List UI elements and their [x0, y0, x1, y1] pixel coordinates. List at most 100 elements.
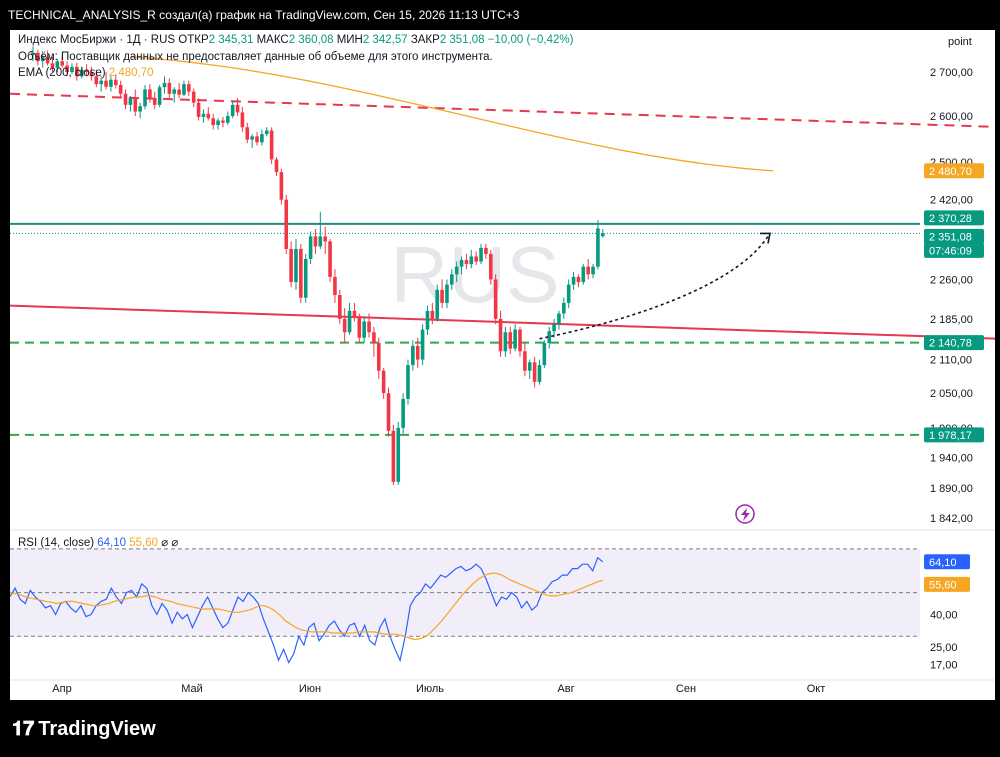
candle-body	[70, 66, 74, 72]
time-axis-label: Окт	[807, 683, 826, 695]
candle-body	[532, 362, 537, 382]
time-axis-label: Май	[181, 683, 203, 695]
price-badge	[924, 242, 984, 258]
rsi-badge-label: 64,10	[929, 557, 957, 569]
candle-body	[148, 89, 152, 99]
price-tick-label: 2 185,00	[930, 314, 973, 326]
rsi-label: RSI (14, close)	[18, 537, 95, 549]
candle-body	[547, 331, 552, 344]
candle-body	[372, 332, 376, 344]
candle-body	[65, 65, 69, 72]
time-axis-label: Июн	[299, 683, 321, 695]
candle-body	[245, 127, 250, 140]
price-badge	[924, 427, 984, 443]
candle-body	[342, 318, 347, 333]
candle-body	[240, 112, 245, 128]
candle-body	[274, 159, 279, 173]
footer: 𝟏𝟕 TradingView	[0, 700, 1000, 757]
candle-body	[542, 343, 547, 366]
candle-body	[537, 365, 542, 382]
candle-body	[303, 259, 308, 298]
candle-body	[104, 80, 108, 87]
candle-body	[440, 289, 444, 303]
rsi-badge	[924, 576, 970, 592]
candle-body	[591, 266, 595, 275]
candle-body	[318, 236, 323, 247]
candle-body	[513, 329, 517, 349]
header-bar: TECHNICAL_ANALYSIS_R создал(а) график на…	[0, 0, 1000, 30]
time-axis-label: Июль	[416, 683, 444, 695]
candle-body	[479, 247, 483, 262]
rsi-line	[10, 556, 604, 664]
candle-body	[376, 343, 381, 371]
price-tick-label: 2 700,00	[930, 67, 973, 79]
candle-body	[294, 248, 298, 283]
rsi-legend[interactable]: RSI (14, close) 64,10 55,60 ⌀ ⌀	[18, 535, 178, 549]
legend-low-value: 2 342,57	[362, 34, 408, 46]
price-tick-label: 1 940,00	[930, 453, 973, 465]
legend-open-label: ОТКР	[178, 34, 209, 46]
legend-high-value: 2 360,08	[288, 34, 334, 46]
price-tick-label: 2 420,00	[930, 195, 973, 207]
candle-body	[454, 266, 459, 275]
tradingview-logo[interactable]: 𝟏𝟕 TradingView	[12, 716, 156, 741]
candle-body	[264, 130, 269, 135]
candle-body	[230, 104, 235, 117]
candle-body	[328, 241, 332, 277]
candle-body	[347, 310, 352, 333]
candle-body	[177, 89, 181, 95]
candle-body	[562, 302, 566, 314]
candle-body	[367, 321, 371, 333]
candle-body	[527, 362, 532, 371]
price-badge	[924, 335, 984, 351]
candle-body	[255, 136, 259, 143]
candle-body	[576, 276, 581, 283]
candle-body	[357, 316, 362, 338]
tradingview-logo-icon: 𝟏𝟕	[12, 716, 35, 740]
candle-body	[162, 82, 167, 88]
candle-body	[89, 72, 94, 77]
candle-body	[493, 279, 498, 319]
candle-body	[284, 199, 289, 249]
lightning-bolt-icon	[741, 508, 750, 521]
candle-body	[338, 295, 342, 319]
candle-body	[172, 89, 177, 94]
candle-body	[221, 120, 225, 123]
candle-body	[464, 260, 469, 265]
candle-body	[586, 266, 590, 275]
candle-body	[196, 102, 201, 117]
candle-body	[396, 427, 401, 482]
candle-body	[333, 276, 337, 296]
candle-body	[406, 365, 410, 399]
candle-body	[566, 284, 571, 303]
legend-close-label: ЗАКР	[410, 34, 440, 46]
candle-body	[503, 332, 508, 352]
candle-body	[459, 260, 464, 267]
price-tick-label: 1 890,00	[930, 483, 973, 495]
candle-body	[308, 236, 313, 260]
candle-body	[211, 118, 215, 126]
rsi-value: 64,10	[97, 537, 127, 549]
price-tick-label: 2 600,00	[930, 111, 973, 123]
candle-body	[352, 310, 357, 317]
candle-body	[55, 61, 60, 68]
candle-body	[600, 233, 605, 237]
candle-body	[182, 84, 186, 95]
candle-body	[99, 80, 103, 85]
candle-body	[469, 256, 474, 265]
ema-label: EMA (200, close)	[18, 67, 106, 79]
candle-body	[138, 106, 142, 112]
candle-body	[123, 93, 128, 105]
price-tick-label: 2 260,00	[930, 274, 973, 286]
chart-panel[interactable]: RUS point 2 700,00 2 600,00 2 500,00 2 420,0…	[10, 30, 995, 700]
price-badge-label: 2 140,78	[929, 338, 972, 350]
candle-body	[299, 248, 303, 298]
candle-body	[430, 310, 435, 319]
candle-body	[31, 52, 35, 55]
ema-legend[interactable]: EMA (200, close) 2 480,70	[18, 67, 154, 79]
header-title: TECHNICAL_ANALYSIS_R создал(а) график на…	[8, 8, 520, 22]
candle-body	[133, 98, 138, 112]
legend-open-value: 2 345,31	[208, 34, 254, 46]
legend-symbol[interactable]: Индекс МосБиржи · 1Д · RUS	[18, 34, 176, 46]
